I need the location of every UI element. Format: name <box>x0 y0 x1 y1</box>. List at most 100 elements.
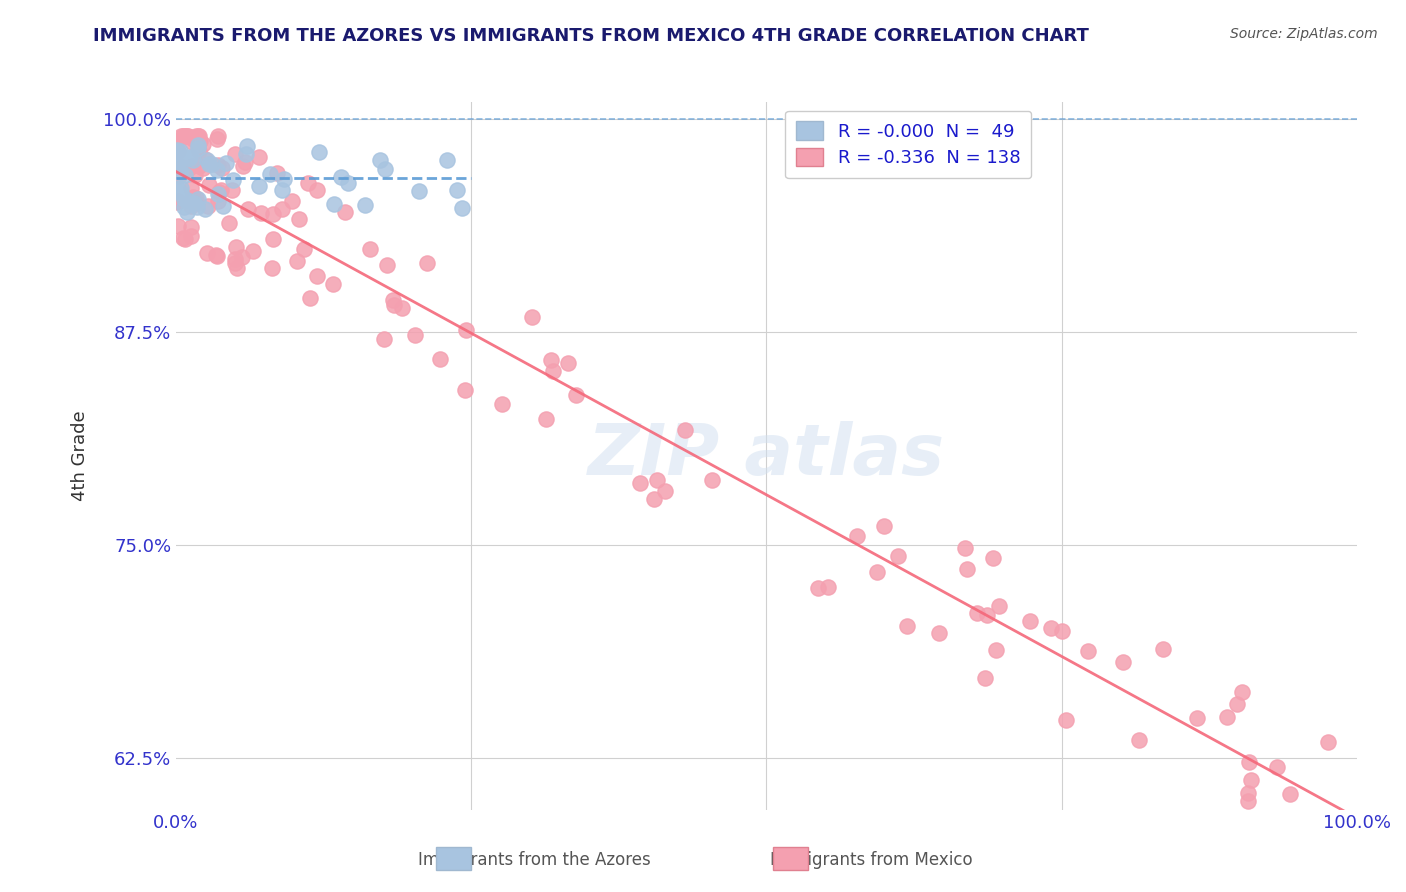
Point <box>1185 711 1208 725</box>
Point <box>166 143 188 157</box>
Point <box>375 258 398 272</box>
Point <box>179 151 201 165</box>
Point <box>169 153 191 167</box>
Point <box>807 581 830 595</box>
Point <box>1077 644 1099 658</box>
Point <box>181 190 204 204</box>
Point <box>173 192 195 206</box>
Point <box>271 183 294 197</box>
Point <box>1226 697 1249 711</box>
Point <box>181 135 204 149</box>
Point <box>170 181 193 195</box>
Point <box>212 199 235 213</box>
Point <box>174 232 197 246</box>
Point <box>194 202 217 217</box>
Point <box>176 128 198 143</box>
Point <box>846 529 869 543</box>
Point <box>536 412 558 426</box>
Point <box>451 201 474 215</box>
Point <box>305 183 328 197</box>
Point <box>976 607 998 622</box>
Point <box>454 384 477 398</box>
Point <box>522 310 544 324</box>
Point <box>180 199 202 213</box>
Point <box>167 169 190 184</box>
Point <box>225 239 247 253</box>
Point <box>215 155 238 169</box>
Point <box>337 176 360 190</box>
Point <box>1040 622 1063 636</box>
Point <box>1112 655 1135 669</box>
Point <box>700 473 723 487</box>
Point <box>207 194 229 209</box>
Point <box>953 541 976 555</box>
Point <box>368 153 391 167</box>
Point <box>543 364 565 378</box>
Point <box>170 149 193 163</box>
Point <box>233 155 256 169</box>
Point <box>187 128 209 143</box>
Point <box>382 293 405 307</box>
Point <box>408 184 430 198</box>
Point <box>224 252 246 266</box>
Point <box>928 626 950 640</box>
Text: Immigrants from the Azores: Immigrants from the Azores <box>418 851 651 869</box>
Point <box>218 216 240 230</box>
Point <box>973 671 995 685</box>
Point <box>180 228 202 243</box>
Point <box>374 161 396 176</box>
Point <box>173 169 195 183</box>
Point <box>297 176 319 190</box>
Point <box>166 194 188 209</box>
Point <box>207 162 229 177</box>
Point <box>209 183 232 197</box>
Point <box>866 565 889 579</box>
Point <box>226 261 249 276</box>
Point <box>1215 710 1237 724</box>
Y-axis label: 4th Grade: 4th Grade <box>72 410 89 500</box>
Point <box>198 157 221 171</box>
Point <box>194 152 217 166</box>
Point <box>177 161 200 176</box>
Point <box>172 128 194 143</box>
Point <box>166 194 188 208</box>
Point <box>887 549 910 563</box>
Point <box>673 423 696 437</box>
Point <box>266 166 288 180</box>
Point <box>292 242 315 256</box>
Point <box>181 159 204 173</box>
Point <box>179 150 201 164</box>
Point <box>191 161 214 175</box>
Point <box>173 128 195 143</box>
Point <box>172 231 194 245</box>
Point <box>628 476 651 491</box>
Point <box>981 551 1004 566</box>
Point <box>176 128 198 143</box>
Point <box>1265 760 1288 774</box>
Point <box>288 212 311 227</box>
Point <box>186 128 208 143</box>
Point <box>373 332 395 346</box>
Point <box>207 158 229 172</box>
Point <box>181 191 204 205</box>
Point <box>391 301 413 315</box>
Point <box>173 200 195 214</box>
Point <box>956 562 979 576</box>
Point <box>170 128 193 143</box>
Point <box>1050 624 1073 639</box>
Point <box>235 146 257 161</box>
Point <box>643 491 665 506</box>
Point <box>187 192 209 206</box>
Point <box>187 145 209 159</box>
Point <box>988 599 1011 613</box>
Point <box>195 246 218 260</box>
Point <box>271 202 294 217</box>
Point <box>186 200 208 214</box>
Point <box>1232 685 1254 699</box>
Point <box>204 248 226 262</box>
Point <box>177 128 200 143</box>
Point <box>896 618 918 632</box>
Point <box>166 183 188 197</box>
Point <box>984 642 1007 657</box>
Point <box>207 128 229 143</box>
